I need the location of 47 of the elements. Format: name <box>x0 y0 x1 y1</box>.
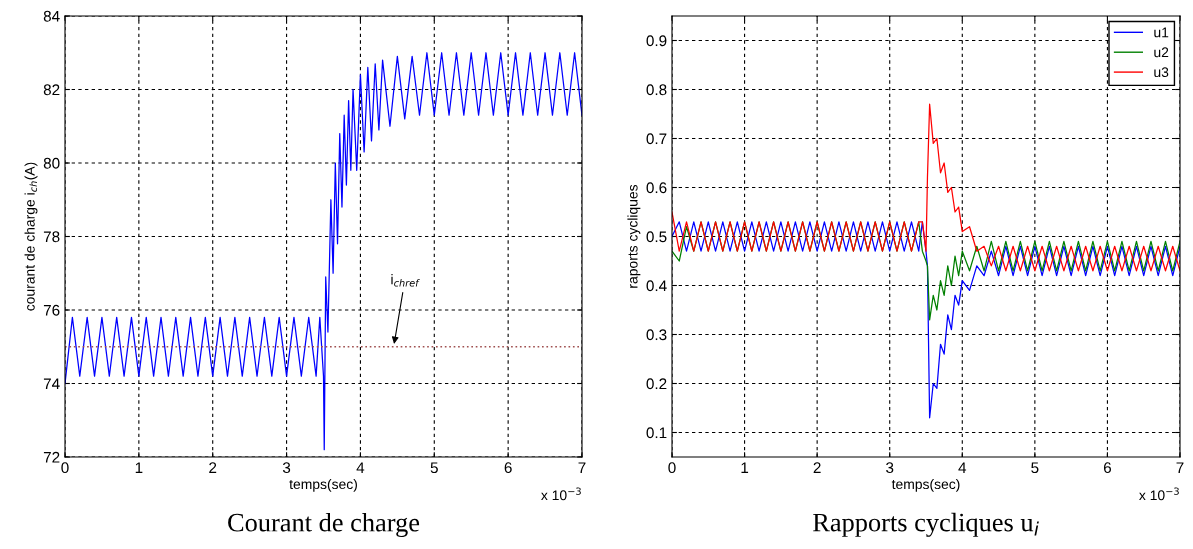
x-tick-label: 1 <box>135 462 143 473</box>
y-tick-label: 0.3 <box>646 329 667 341</box>
y-tick-label: 84 <box>43 10 60 22</box>
x-tick-label: 0 <box>61 462 69 474</box>
x-tick-label: 3 <box>282 462 291 474</box>
y-tick-label: 0.7 <box>646 133 667 145</box>
y-tick-label: 82 <box>43 84 60 96</box>
line-series <box>672 221 1180 419</box>
x-tick-label: 6 <box>504 462 512 474</box>
y-tick-label: 76 <box>43 304 60 316</box>
text: x 10$^{−3}$ <box>1139 487 1179 501</box>
text: Rapports cycliques u$_{i}$ <box>813 512 1039 537</box>
x-tick-label: 1 <box>741 462 749 473</box>
x-tick-label: 5 <box>1031 462 1039 474</box>
y-tick-label: 0.9 <box>646 35 667 47</box>
x-axis-title: temps(sec) <box>289 478 357 492</box>
legend-label: u1 <box>1154 27 1169 38</box>
y-tick-label: 74 <box>43 378 60 390</box>
x-tick-label: 2 <box>209 462 217 473</box>
x-axis-title: temps(sec) <box>891 478 960 492</box>
y-tick-label: 0.8 <box>646 84 667 96</box>
text: Courant de charge <box>228 513 420 537</box>
x-tick-label: 3 <box>886 462 894 474</box>
legend-label: u3 <box>1154 67 1169 78</box>
y-axis-title: raports cycliques <box>627 184 641 288</box>
y-tick-label: 72 <box>43 451 60 463</box>
y-tick-label: 0.6 <box>646 182 667 194</box>
y-tick-label: 0.4 <box>646 280 667 292</box>
annotation: i$_{chref}$ <box>391 274 420 287</box>
text: x 10$^{−3}$ <box>541 487 581 501</box>
x-tick-label: 0 <box>668 462 676 474</box>
y-tick-label: 78 <box>43 231 60 243</box>
x-tick-label: 2 <box>813 462 821 473</box>
x-tick-label: 5 <box>430 462 438 474</box>
legend-label: u2 <box>1154 47 1169 58</box>
x-tick-label: 4 <box>958 462 967 473</box>
x-tick-label: 7 <box>1176 462 1184 473</box>
y-tick-label: 80 <box>43 157 60 169</box>
y-tick-label: 0.5 <box>646 231 667 243</box>
y-tick-label: 0.1 <box>646 427 667 439</box>
x-tick-label: 7 <box>578 462 586 473</box>
line-series <box>65 52 582 451</box>
y-tick-label: 0.2 <box>646 378 667 390</box>
x-tick-label: 4 <box>356 462 365 473</box>
y-axis-title: courant de charge i$_{ch}$(A) <box>24 162 38 311</box>
line-series <box>672 103 1180 272</box>
x-tick-label: 6 <box>1103 462 1112 474</box>
